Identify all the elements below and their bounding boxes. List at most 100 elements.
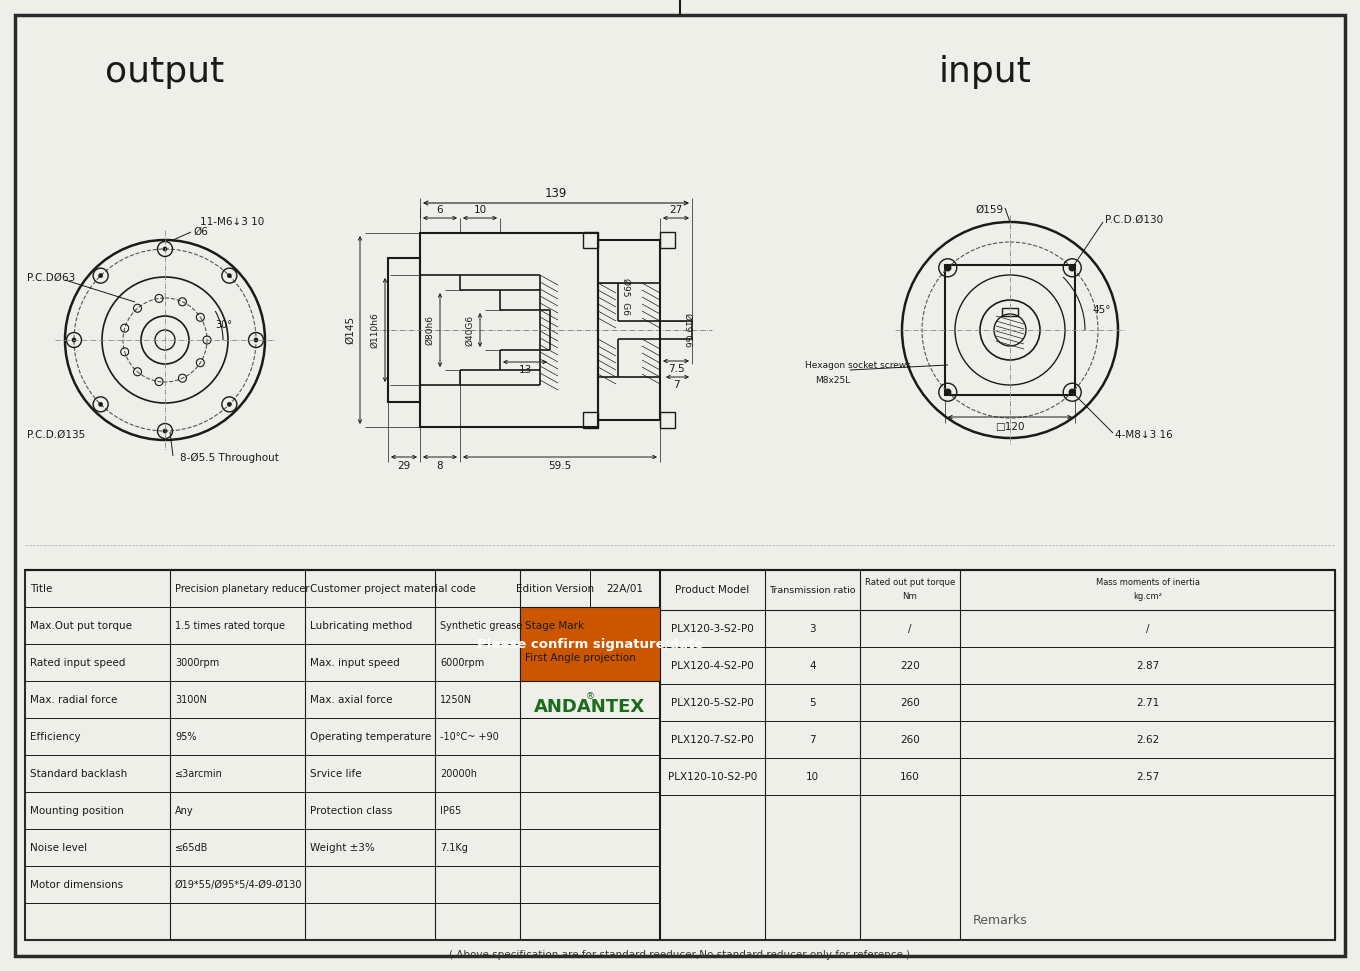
Circle shape — [99, 274, 102, 278]
Text: □120: □120 — [996, 422, 1024, 432]
Text: Weight ±3%: Weight ±3% — [310, 843, 375, 853]
Text: IP65: IP65 — [441, 806, 461, 816]
Text: 6: 6 — [437, 205, 443, 215]
Text: PLX120-4-S2-P0: PLX120-4-S2-P0 — [670, 660, 753, 671]
Text: ®: ® — [586, 692, 594, 701]
Bar — [598, 240, 660, 420]
Text: Remarks: Remarks — [972, 914, 1027, 926]
Text: 10: 10 — [473, 205, 487, 215]
Circle shape — [254, 338, 258, 342]
Text: 1.5 times rated torque: 1.5 times rated torque — [175, 620, 286, 630]
Text: Ø6: Ø6 — [193, 227, 208, 237]
Text: Srvice life: Srvice life — [310, 768, 362, 779]
Text: PLX120-3-S2-P0: PLX120-3-S2-P0 — [670, 623, 753, 633]
Text: 2.71: 2.71 — [1136, 697, 1159, 708]
Text: Max. axial force: Max. axial force — [310, 694, 393, 705]
Bar — [24, 570, 1336, 940]
Text: Operating temperature: Operating temperature — [310, 731, 431, 742]
Text: Max. radial force: Max. radial force — [30, 694, 117, 705]
Text: 160: 160 — [900, 772, 919, 782]
Text: PLX120-10-S2-P0: PLX120-10-S2-P0 — [668, 772, 758, 782]
Text: 8: 8 — [437, 461, 443, 471]
Text: Title: Title — [30, 584, 53, 593]
Text: Ø19 G6: Ø19 G6 — [684, 313, 692, 347]
Circle shape — [99, 402, 102, 406]
Text: 2.62: 2.62 — [1136, 734, 1159, 745]
Text: Motor dimensions: Motor dimensions — [30, 880, 124, 889]
Text: Hexagon socket screws: Hexagon socket screws — [805, 360, 911, 370]
Text: Any: Any — [175, 806, 193, 816]
Text: 2.87: 2.87 — [1136, 660, 1159, 671]
Bar — [1002, 308, 1019, 316]
Text: /: / — [908, 623, 911, 633]
Circle shape — [227, 274, 231, 278]
Text: 7: 7 — [809, 734, 816, 745]
Text: 260: 260 — [900, 697, 919, 708]
Text: 2.57: 2.57 — [1136, 772, 1159, 782]
Text: -10°C~ +90: -10°C~ +90 — [441, 731, 499, 742]
Text: Ø110h6: Ø110h6 — [370, 312, 379, 348]
Text: Lubricating method: Lubricating method — [310, 620, 412, 630]
Text: Product Model: Product Model — [676, 585, 749, 595]
Text: Customer project material code: Customer project material code — [310, 584, 476, 593]
Text: Please confirm signature/date: Please confirm signature/date — [477, 638, 703, 651]
Text: Stage Mark: Stage Mark — [525, 620, 585, 630]
Text: 4: 4 — [809, 660, 816, 671]
Text: 22A/01: 22A/01 — [607, 584, 643, 593]
Text: Ø80h6: Ø80h6 — [426, 315, 434, 345]
Text: 3100N: 3100N — [175, 694, 207, 705]
Text: 11-M6↓3 10: 11-M6↓3 10 — [200, 217, 264, 227]
Text: Mounting position: Mounting position — [30, 806, 124, 816]
Text: P.C.D.Ø135: P.C.D.Ø135 — [27, 430, 86, 440]
Text: 45°: 45° — [1092, 305, 1111, 315]
Bar — [660, 321, 692, 339]
Text: 260: 260 — [900, 734, 919, 745]
Bar — [583, 412, 598, 428]
Bar — [388, 258, 420, 402]
Text: input: input — [938, 55, 1031, 89]
Circle shape — [945, 265, 951, 271]
Circle shape — [945, 389, 951, 395]
Text: 6000rpm: 6000rpm — [441, 657, 484, 667]
Text: 29: 29 — [397, 461, 411, 471]
Text: ANDANTEX: ANDANTEX — [534, 697, 646, 716]
Text: 95%: 95% — [175, 731, 196, 742]
Text: Efficiency: Efficiency — [30, 731, 80, 742]
Text: 59.5: 59.5 — [548, 461, 571, 471]
Text: P.C.D.Ø130: P.C.D.Ø130 — [1104, 215, 1163, 225]
Text: Nm: Nm — [903, 591, 918, 600]
Text: 3000rpm: 3000rpm — [175, 657, 219, 667]
Text: P.C.DØ63: P.C.DØ63 — [27, 273, 75, 283]
Text: kg.cm²: kg.cm² — [1133, 591, 1161, 600]
Text: Protection class: Protection class — [310, 806, 393, 816]
Bar — [945, 265, 1074, 395]
Text: Ø159: Ø159 — [975, 205, 1004, 215]
Text: ≤3arcmin: ≤3arcmin — [175, 768, 223, 779]
Text: Transmission ratio: Transmission ratio — [770, 586, 855, 594]
Text: ≤65dB: ≤65dB — [175, 843, 208, 853]
Text: Ø95  G6: Ø95 G6 — [622, 278, 631, 315]
Text: Ø145: Ø145 — [345, 316, 355, 344]
Text: 1250N: 1250N — [441, 694, 472, 705]
Circle shape — [163, 429, 167, 433]
Text: 7: 7 — [673, 380, 679, 390]
Text: 4-M8↓3 16: 4-M8↓3 16 — [1115, 430, 1172, 440]
Text: Ø19*55/Ø95*5/4-Ø9-Ø130: Ø19*55/Ø95*5/4-Ø9-Ø130 — [175, 880, 302, 889]
Text: 5: 5 — [809, 697, 816, 708]
Text: 30°: 30° — [215, 320, 233, 330]
Text: Rated out put torque: Rated out put torque — [865, 578, 955, 586]
Text: ( Above specification are for standard reeducer,No standard reducer only for ref: ( Above specification are for standard r… — [449, 950, 911, 960]
Text: 139: 139 — [545, 186, 567, 199]
Text: First Angle projection: First Angle projection — [525, 653, 635, 662]
Text: Edition Version: Edition Version — [515, 584, 594, 593]
Text: 10: 10 — [806, 772, 819, 782]
Text: 3: 3 — [809, 623, 816, 633]
Text: Noise level: Noise level — [30, 843, 87, 853]
Text: 27: 27 — [669, 205, 683, 215]
Text: 7.5: 7.5 — [668, 364, 684, 374]
Text: 8-Ø5.5 Throughout: 8-Ø5.5 Throughout — [180, 452, 279, 463]
Text: 13: 13 — [518, 365, 532, 375]
Circle shape — [227, 402, 231, 406]
Bar — [660, 412, 675, 428]
Text: Ø40G6: Ø40G6 — [465, 315, 475, 346]
